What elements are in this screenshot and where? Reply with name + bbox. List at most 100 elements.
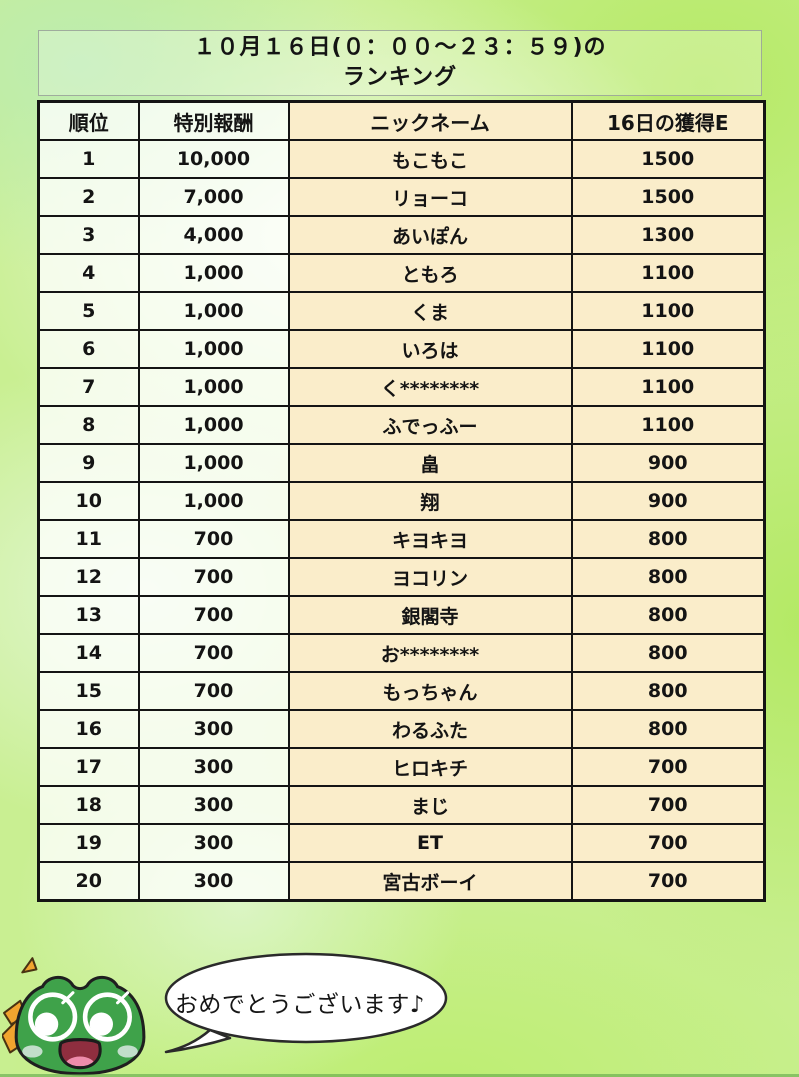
- cell-rank: 8: [37, 405, 140, 445]
- cell-nickname: キヨキヨ: [287, 519, 573, 559]
- cell-rank: 16: [37, 709, 140, 749]
- ranking-table-body: 1 10,000 もこもこ 1500 2 7,000 リョーコ 1500 3 4,000 あいぽん 1…: [37, 139, 766, 902]
- cell-nickname: ヨコリン: [287, 557, 573, 597]
- table-row: 2 7,000 リョーコ 1500: [37, 177, 766, 217]
- table-row: 17 300 ヒロキチ 700: [37, 747, 766, 787]
- header-points: 16日の獲得E: [570, 100, 766, 141]
- cell-reward: 1,000: [137, 329, 290, 369]
- cell-rank: 2: [37, 177, 140, 217]
- cell-points: 800: [570, 595, 766, 635]
- table-header-row: 順位 特別報酬 ニックネーム 16日の獲得E: [37, 100, 766, 141]
- cell-nickname: お********: [287, 633, 573, 673]
- cell-points: 700: [570, 861, 766, 902]
- cell-points: 900: [570, 481, 766, 521]
- cell-rank: 18: [37, 785, 140, 825]
- cell-rank: 10: [37, 481, 140, 521]
- table-row: 11 700 キヨキヨ 800: [37, 519, 766, 559]
- cell-points: 900: [570, 443, 766, 483]
- speech-bubble-text: おめでとうございます♪: [174, 992, 426, 1018]
- cell-rank: 5: [37, 291, 140, 331]
- ranking-title-line1: １０月１６日(０：００～２３：５９)の: [193, 35, 607, 61]
- cell-nickname: リョーコ: [287, 177, 573, 217]
- frog-mascot: [2, 957, 146, 1076]
- frog-tongue: [64, 1056, 96, 1068]
- cell-rank: 13: [37, 595, 140, 635]
- table-row: 16 300 わるふた 800: [37, 709, 766, 749]
- cell-rank: 14: [37, 633, 140, 673]
- cell-points: 1500: [570, 177, 766, 217]
- ranking-table: 順位 特別報酬 ニックネーム 16日の獲得E 1 10,000 もこもこ 1500 2 7…: [37, 100, 766, 902]
- cell-nickname: ともろ: [287, 253, 573, 293]
- cell-nickname: もっちゃん: [287, 671, 573, 711]
- cell-rank: 7: [37, 367, 140, 407]
- cell-reward: 1,000: [137, 291, 290, 331]
- cell-reward: 700: [137, 633, 290, 673]
- cell-rank: 17: [37, 747, 140, 787]
- table-row: 10 1,000 翔 900: [37, 481, 766, 521]
- speech-bubble-tail: [164, 1028, 232, 1054]
- table-row: 5 1,000 くま 1100: [37, 291, 766, 331]
- cell-points: 800: [570, 709, 766, 749]
- cell-reward: 300: [137, 785, 290, 825]
- cell-reward: 300: [137, 747, 290, 787]
- table-row: 15 700 もっちゃん 800: [37, 671, 766, 711]
- cell-points: 1100: [570, 253, 766, 293]
- cell-rank: 20: [37, 861, 140, 902]
- table-row: 12 700 ヨコリン 800: [37, 557, 766, 597]
- ranking-title-line2: ランキング: [342, 65, 458, 90]
- cell-rank: 6: [37, 329, 140, 369]
- cell-points: 800: [570, 557, 766, 597]
- cell-nickname: ふでっふー: [287, 405, 573, 445]
- cell-nickname: 銀閣寺: [287, 595, 573, 635]
- table-row: 18 300 まじ 700: [37, 785, 766, 825]
- cell-rank: 15: [37, 671, 140, 711]
- header-reward: 特別報酬: [137, 100, 290, 141]
- table-row: 20 300 宮古ボーイ 700: [37, 861, 766, 902]
- cell-rank: 12: [37, 557, 140, 597]
- table-row: 19 300 ET 700: [37, 823, 766, 863]
- cell-reward: 1,000: [137, 367, 290, 407]
- cell-reward: 700: [137, 595, 290, 635]
- cell-points: 1300: [570, 215, 766, 255]
- cell-reward: 300: [137, 709, 290, 749]
- cell-nickname: 翔: [287, 481, 573, 521]
- cell-reward: 300: [137, 861, 290, 902]
- cell-reward: 1,000: [137, 405, 290, 445]
- cell-reward: 10,000: [137, 139, 290, 179]
- table-row: 6 1,000 いろは 1100: [37, 329, 766, 369]
- cell-rank: 1: [37, 139, 140, 179]
- table-row: 7 1,000 く******** 1100: [37, 367, 766, 407]
- cell-rank: 3: [37, 215, 140, 255]
- speech-bubble: [164, 952, 448, 1054]
- cell-reward: 1,000: [137, 253, 290, 293]
- frog-cheeks: [22, 1045, 138, 1058]
- cell-nickname: もこもこ: [287, 139, 573, 179]
- cell-points: 700: [570, 823, 766, 863]
- cell-points: 700: [570, 785, 766, 825]
- header-rank: 順位: [37, 100, 140, 141]
- cell-reward: 700: [137, 557, 290, 597]
- table-row: 9 1,000 畠 900: [37, 443, 766, 483]
- cell-reward: 700: [137, 519, 290, 559]
- cell-rank: 9: [37, 443, 140, 483]
- ranking-title: １０月１６日(０：００～２３：５９)の ランキング: [38, 30, 762, 96]
- cell-reward: 4,000: [137, 215, 290, 255]
- cell-rank: 19: [37, 823, 140, 863]
- cell-rank: 11: [37, 519, 140, 559]
- cell-points: 700: [570, 747, 766, 787]
- cell-nickname: 宮古ボーイ: [287, 861, 573, 902]
- cell-reward: 300: [137, 823, 290, 863]
- cell-reward: 1,000: [137, 443, 290, 483]
- cell-points: 1100: [570, 329, 766, 369]
- cell-points: 800: [570, 671, 766, 711]
- cell-nickname: 畠: [287, 443, 573, 483]
- cell-reward: 7,000: [137, 177, 290, 217]
- cell-rank: 4: [37, 253, 140, 293]
- table-row: 1 10,000 もこもこ 1500: [37, 139, 766, 179]
- frog-eyes: [28, 991, 132, 1042]
- cell-nickname: ヒロキチ: [287, 747, 573, 787]
- cell-nickname: ET: [287, 823, 573, 863]
- table-row: 14 700 お******** 800: [37, 633, 766, 673]
- table-row: 13 700 銀閣寺 800: [37, 595, 766, 635]
- frog-head: [14, 975, 146, 1076]
